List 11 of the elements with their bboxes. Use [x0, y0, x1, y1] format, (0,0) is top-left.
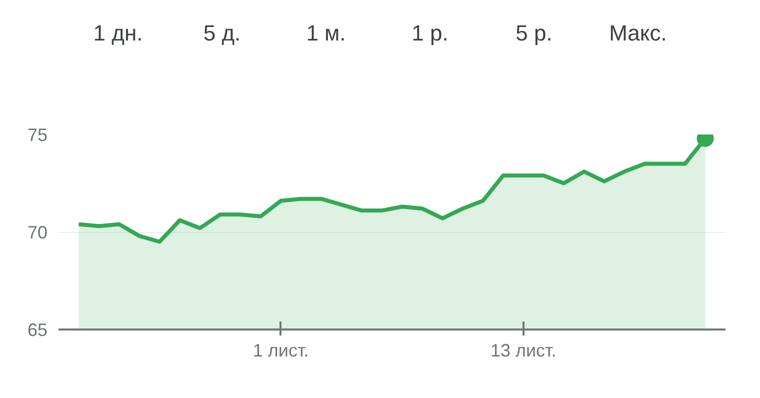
text: 1 дн.: [93, 19, 143, 48]
text: 5 д.: [203, 19, 241, 48]
y-tick-label: 75: [27, 125, 48, 145]
text: 1 р.: [412, 19, 448, 48]
x-tick-label: 1 лист.: [252, 340, 309, 360]
y-tick-label: 65: [27, 320, 48, 340]
text: 1 м.: [306, 19, 346, 48]
text: Макс.: [609, 19, 667, 48]
text: 5 р.: [516, 19, 552, 48]
y-tick-label: 70: [27, 222, 48, 242]
x-tick-label: 13 лист.: [490, 340, 556, 360]
